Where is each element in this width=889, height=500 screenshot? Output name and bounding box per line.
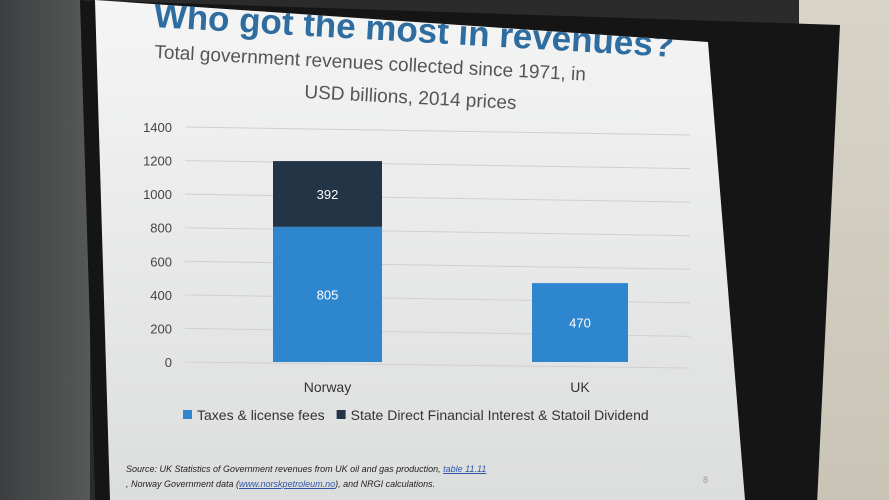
source-line2: , Norway Government data (www.norskpetro…	[126, 479, 435, 489]
source-text: Source: UK Statistics of Government reve…	[126, 464, 444, 474]
page-number: 8	[703, 475, 709, 485]
source-line1: Source: UK Statistics of Government reve…	[126, 464, 486, 474]
y-tick-label: 400	[150, 288, 172, 303]
bar-norway-series1	[273, 161, 382, 227]
gridline	[184, 260, 691, 270]
gridline	[184, 227, 691, 237]
legend-label-0: Taxes & license fees	[197, 407, 325, 423]
data-label: 392	[317, 187, 339, 202]
data-label: 470	[569, 316, 591, 331]
gridline	[184, 193, 691, 203]
source-link-table[interactable]: table 11.11	[443, 464, 487, 474]
legend-label-1: State Direct Financial Interest & Statoi…	[351, 407, 649, 423]
y-tick-label: 1400	[143, 120, 172, 135]
y-tick-label: 1000	[143, 187, 172, 202]
legend-swatch-1	[336, 410, 346, 419]
gridline	[184, 160, 691, 170]
legend-swatch-0	[183, 410, 192, 419]
x-tick-label: Norway	[304, 379, 351, 395]
x-tick-label: UK	[570, 379, 590, 395]
gridline	[184, 361, 691, 369]
source-link-norskpetroleum[interactable]: www.norskpetroleum.no	[239, 479, 336, 489]
y-tick-label: 1200	[143, 154, 172, 169]
source-text-3: ), and NRGI calculations.	[335, 479, 436, 489]
bar-norway-series0	[273, 226, 382, 362]
source-text-2: , Norway Government data (	[126, 479, 240, 489]
y-tick-label: 800	[150, 221, 172, 236]
gridline	[184, 126, 691, 136]
y-tick-label: 600	[150, 254, 172, 269]
bar-uk-series0	[532, 283, 628, 362]
y-tick-label: 200	[150, 321, 172, 336]
data-label: 805	[317, 287, 339, 302]
y-tick-label: 0	[165, 355, 172, 370]
